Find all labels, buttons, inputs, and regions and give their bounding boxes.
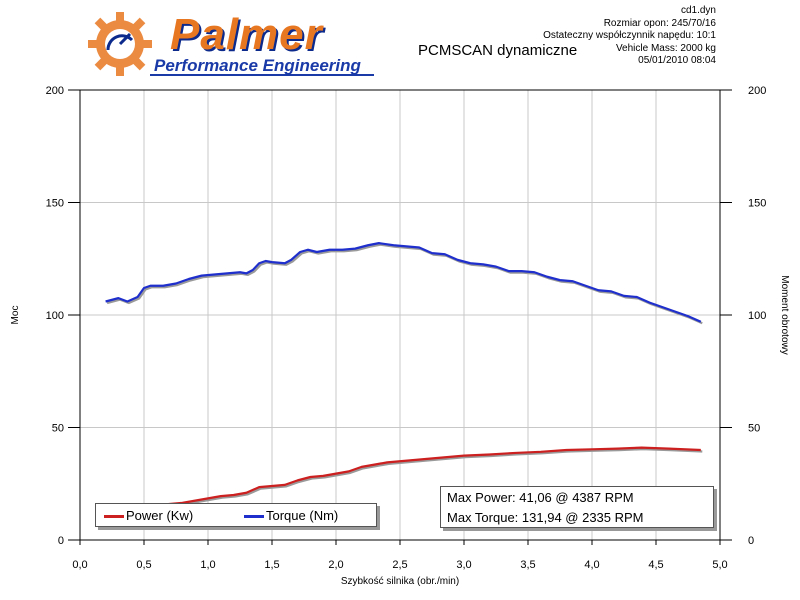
logo-underline [150, 74, 374, 76]
x-tick-label: 3,0 [456, 559, 471, 571]
x-tick-label: 0,5 [136, 559, 151, 571]
legend-swatch-power [104, 515, 124, 519]
series-shadow-torque [106, 243, 703, 325]
y-tick-label-right: 50 [748, 423, 760, 435]
info-line-timestamp: 05/01/2010 08:04 [638, 55, 716, 67]
y-tick-label-left: 100 [46, 310, 64, 322]
y-tick-label-left: 150 [46, 198, 64, 210]
legend-item-power: Power (Kw) [104, 508, 193, 523]
y-axis-label-right: Moment obrotowy [779, 275, 790, 354]
y-tick-label-left: 0 [58, 535, 64, 547]
legend: Power (Kw) Torque (Nm) [95, 503, 377, 527]
run-info: cd1.dyn Rozmiar opon: 245/70/16 Ostatecz… [543, 5, 716, 68]
y-axis-label-left: Moc [10, 306, 21, 325]
y-tick-label-right: 100 [748, 310, 766, 322]
legend-item-torque: Torque (Nm) [244, 508, 338, 523]
x-tick-label: 2,5 [392, 559, 407, 571]
gear-logo-icon [88, 12, 152, 76]
legend-swatch-torque [244, 515, 264, 519]
x-tick-label: 4,5 [648, 559, 663, 571]
logo-subtitle: Performance Engineering [154, 56, 361, 75]
x-tick-label: 1,5 [264, 559, 279, 571]
max-torque-text: Max Torque: 131,94 @ 2335 RPM [447, 510, 644, 525]
info-line-vehicle-mass: Vehicle Mass: 2000 kg [615, 42, 716, 54]
y-tick-label-right: 0 [748, 535, 754, 547]
x-axis-label: Szybkość silnika (obr./min) [341, 576, 459, 587]
x-tick-label: 2,0 [328, 559, 343, 571]
legend-label-torque: Torque (Nm) [266, 508, 339, 523]
legend-label-power: Power (Kw) [126, 508, 194, 523]
program-title: PCMSCAN dynamiczne [418, 42, 578, 59]
x-tick-label: 4,0 [584, 559, 599, 571]
logo-title: Palmer [170, 10, 323, 59]
y-tick-label-left: 50 [52, 423, 64, 435]
info-line-file: cd1.dyn [680, 5, 716, 16]
info-line-tire-size: Rozmiar opon: 245/70/16 [603, 17, 716, 29]
x-tick-label: 1,0 [200, 559, 215, 571]
x-tick-label: 3,5 [520, 559, 535, 571]
x-tick-label: 5,0 [712, 559, 727, 571]
x-tick-label: 0,0 [72, 559, 87, 571]
series-line-torque [105, 242, 702, 323]
y-tick-label-right: 200 [748, 85, 766, 97]
y-tick-label-right: 150 [748, 198, 766, 210]
max-values-box: Max Power: 41,06 @ 4387 RPM Max Torque: … [440, 486, 714, 528]
palmer-logo: Palmer Performance Engineering [80, 10, 410, 80]
y-tick-label-left: 200 [46, 85, 64, 97]
info-line-final-drive: Ostateczny współczynnik napędu: 10:1 [543, 30, 716, 42]
series-line-power [105, 446, 701, 516]
max-power-text: Max Power: 41,06 @ 4387 RPM [447, 490, 634, 505]
